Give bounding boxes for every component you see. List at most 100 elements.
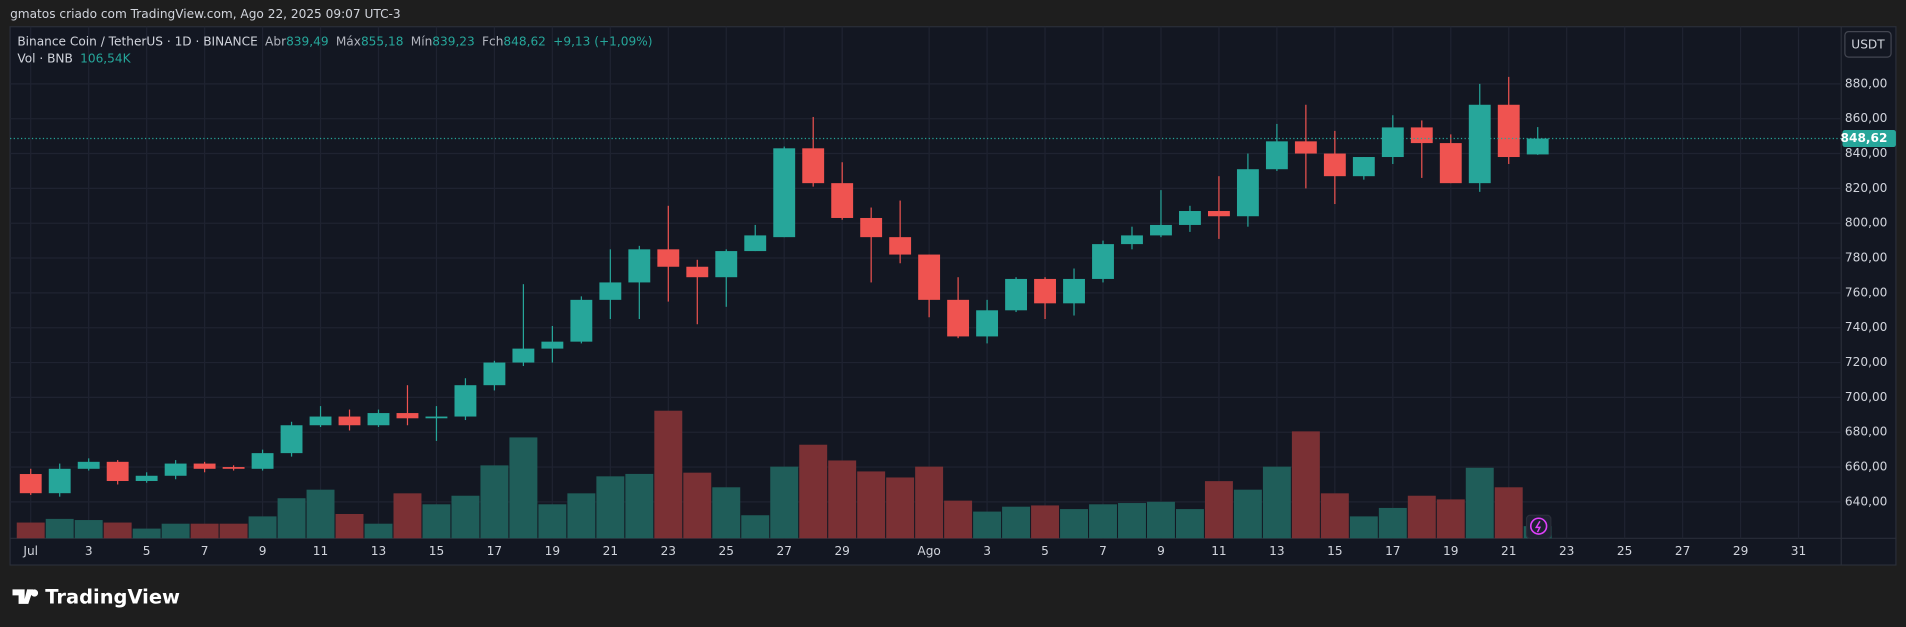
volume-bar [1262, 466, 1291, 539]
volume-bar [1320, 493, 1349, 539]
candles [10, 76, 1842, 497]
open-value: 839,49 [286, 34, 328, 48]
volume-bars [16, 410, 1552, 539]
candle-body [454, 385, 477, 417]
volume-bar [1494, 487, 1523, 539]
low-value: 839,23 [432, 34, 474, 48]
candle-body [744, 235, 767, 252]
candle-body [1294, 141, 1317, 154]
y-tick-label: 880,00 [1845, 76, 1887, 90]
x-tick-label: 15 [429, 544, 444, 558]
volume-bar [973, 511, 1002, 539]
candle-body [860, 217, 883, 238]
x-tick-label: 9 [259, 544, 267, 558]
candle-body [1323, 153, 1346, 177]
volume-bar [74, 520, 103, 539]
volume-bar [1204, 481, 1233, 539]
volume-bar [683, 472, 712, 539]
volume-bar [16, 522, 45, 539]
x-tick-label: 15 [1327, 544, 1342, 558]
volume-bar [828, 460, 857, 539]
x-tick-label: 17 [487, 544, 502, 558]
y-tick-label: 700,00 [1845, 390, 1887, 404]
candle-body [135, 475, 158, 481]
volume-legend: Vol · BNB 106,54K [17, 51, 131, 65]
candle-body [657, 249, 680, 267]
candle-body [1497, 104, 1520, 158]
high-value: 855,18 [361, 34, 403, 48]
x-tick-label: 13 [1269, 544, 1284, 558]
last-price-label: 848,62 [1841, 131, 1888, 145]
legend-line: Binance Coin / TetherUS · 1D · BINANCE Ab… [17, 34, 652, 48]
volume-bar [857, 471, 886, 539]
last-price-tag [1842, 130, 1896, 148]
candle-body [628, 249, 651, 283]
volume-bar [1349, 516, 1378, 539]
candle-body [1381, 127, 1404, 158]
candle-body [48, 468, 71, 494]
candle-body [1265, 141, 1288, 170]
candle-body [1468, 104, 1491, 184]
volume-bar [190, 523, 219, 539]
volume-bar [1060, 509, 1088, 539]
candle-body [1236, 169, 1259, 217]
volume-bar [625, 473, 654, 539]
candle-body [1352, 157, 1375, 177]
candle-body [1526, 138, 1549, 155]
x-tick-label: 11 [1211, 544, 1226, 558]
currency-box[interactable] [1844, 30, 1892, 58]
volume-bar [741, 515, 770, 539]
volume-bar [1436, 499, 1465, 539]
y-tick-label: 720,00 [1845, 355, 1887, 369]
candle-body [19, 474, 42, 494]
x-tick-label: 21 [1501, 544, 1516, 558]
caption: gmatos criado com TradingView.com, Ago 2… [10, 7, 401, 21]
y-tick-label: 760,00 [1845, 285, 1887, 299]
volume-bar [422, 504, 451, 539]
candle-body [1439, 143, 1462, 184]
y-tick-label: 640,00 [1845, 494, 1887, 508]
close-value: 848,62 [503, 34, 545, 48]
x-tick-label: 11 [313, 544, 328, 558]
x-tick-label: 29 [834, 544, 849, 558]
candle-body [512, 348, 535, 363]
volume-bar [248, 516, 277, 539]
y-tick-label: 740,00 [1845, 320, 1887, 334]
volume-bar [654, 410, 683, 539]
candle-body [1179, 211, 1201, 225]
volume-bar [1291, 431, 1320, 539]
alert-icon[interactable] [1525, 514, 1552, 539]
candle-body [1063, 278, 1085, 304]
y-tick-label: 820,00 [1845, 181, 1887, 195]
candle-body [222, 467, 245, 469]
volume-bar [335, 513, 364, 539]
candle-body [309, 416, 332, 426]
volume-bar [451, 495, 480, 539]
candle-body [541, 341, 564, 349]
volume-bar [219, 523, 248, 539]
y-tick-label: 680,00 [1845, 425, 1887, 439]
currency[interactable]: USDT [1851, 37, 1885, 51]
candle-body [338, 416, 361, 426]
x-tick-label: 13 [371, 544, 386, 558]
brand[interactable]: TradingView [45, 585, 180, 608]
x-tick-label: 17 [1385, 544, 1400, 558]
candle-body [947, 299, 970, 337]
volume-bar [1146, 501, 1175, 539]
candle-body [193, 463, 216, 469]
volume-bar [1002, 506, 1031, 539]
x-tick-label: 25 [719, 544, 734, 558]
y-tick-label: 780,00 [1845, 251, 1887, 265]
brand-logo[interactable]: TradingView [12, 585, 181, 608]
y-tick-label: 840,00 [1845, 146, 1887, 160]
volume-bar [915, 466, 944, 539]
candle-body [686, 266, 709, 278]
volume-bar [567, 493, 596, 539]
chart-title: Binance Coin / TetherUS · 1D · BINANCE [17, 34, 257, 48]
volume-label: Vol · BNB [17, 51, 72, 65]
x-tick-label: Jul [22, 544, 38, 558]
candle-body [1207, 211, 1230, 217]
volume-bar [596, 476, 625, 539]
volume-bar [509, 437, 538, 539]
